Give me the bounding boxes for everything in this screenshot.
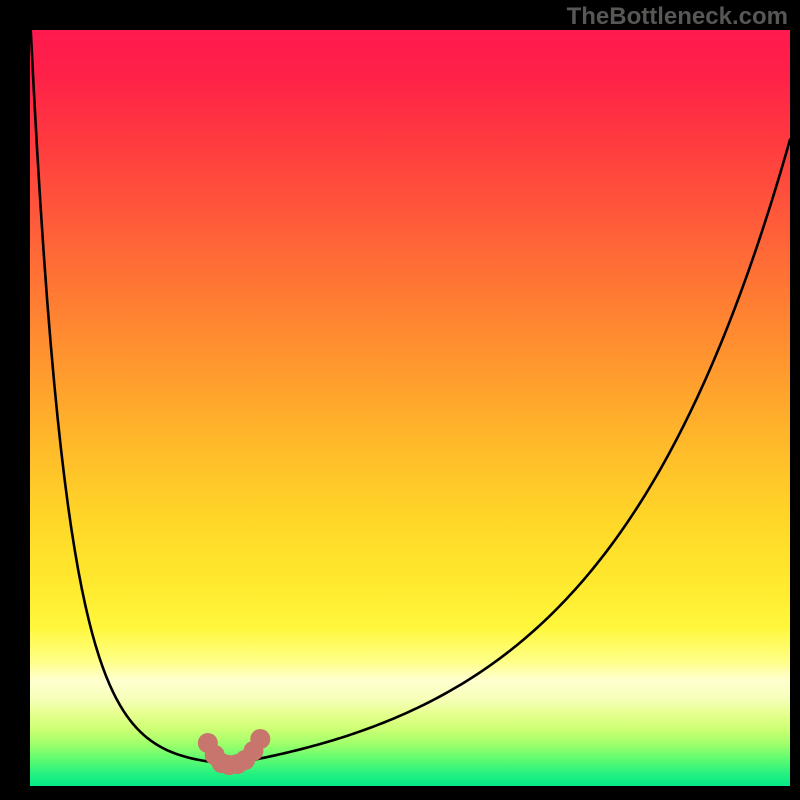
gradient-background: [30, 30, 790, 786]
watermark-text: TheBottleneck.com: [567, 3, 788, 31]
